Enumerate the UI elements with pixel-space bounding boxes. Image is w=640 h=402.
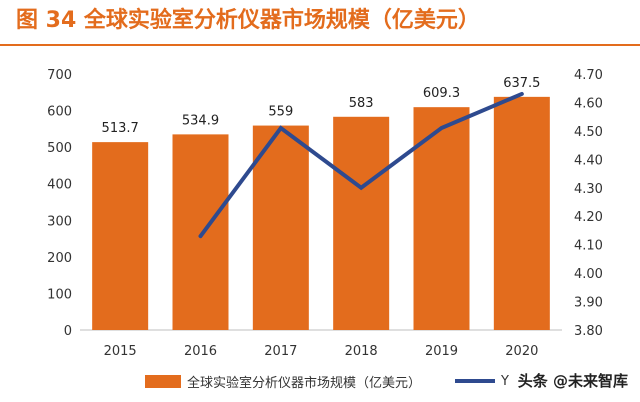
data-label: 583: [349, 96, 374, 111]
data-label: 534.9: [182, 113, 219, 128]
y-right-tick-label: 4.40: [574, 153, 603, 168]
y-left-tick-label: 600: [47, 105, 72, 120]
bar: [333, 116, 390, 330]
x-tick-label: 2015: [104, 344, 137, 359]
y-right-tick-label: 3.90: [574, 296, 603, 311]
y-right-tick-label: 3.80: [574, 324, 603, 339]
legend: 全球实验室分析仪器市场规模（亿美元） Y: [145, 370, 509, 392]
bar: [172, 134, 229, 330]
y-right-tick-label: 4.00: [574, 267, 603, 282]
x-tick-label: 2019: [425, 344, 458, 359]
legend-line-swatch: [455, 379, 496, 383]
y-right-tick-label: 4.10: [574, 239, 603, 254]
y-right-tick-label: 4.70: [574, 68, 603, 83]
page-title: 图 34 全球实验室分析仪器市场规模（亿美元）: [16, 8, 480, 33]
y-left-tick-label: 700: [47, 68, 72, 83]
y-left-tick-label: 500: [47, 141, 72, 156]
y-left-tick-label: 200: [47, 251, 72, 266]
y-right-tick-label: 4.20: [574, 210, 603, 225]
y-right-tick-label: 4.60: [574, 96, 603, 111]
legend-line-label: Y: [501, 373, 509, 389]
x-tick-label: 2020: [505, 344, 538, 359]
y-left-tick-label: 0: [64, 324, 72, 339]
y-left-tick-label: 300: [47, 214, 72, 229]
bar: [493, 96, 550, 330]
y-left-tick-label: 100: [47, 287, 72, 302]
data-label: 637.5: [503, 76, 540, 91]
x-tick-label: 2017: [264, 344, 297, 359]
x-tick-label: 2018: [345, 344, 378, 359]
legend-bar-label: 全球实验室分析仪器市场规模（亿美元）: [187, 375, 422, 391]
legend-bar-swatch: [145, 374, 181, 388]
data-label: 609.3: [423, 86, 460, 101]
x-tick-label: 2016: [184, 344, 217, 359]
watermark: 头条 @未来智库: [513, 368, 632, 393]
data-label: 559: [268, 105, 293, 120]
y-right-tick-label: 4.30: [574, 182, 603, 197]
data-label: 513.7: [102, 121, 139, 136]
bar: [252, 125, 309, 331]
y-right-tick-label: 4.50: [574, 125, 603, 140]
y-left-tick-label: 400: [47, 178, 72, 193]
bar: [92, 142, 149, 330]
title-divider: [0, 44, 640, 46]
